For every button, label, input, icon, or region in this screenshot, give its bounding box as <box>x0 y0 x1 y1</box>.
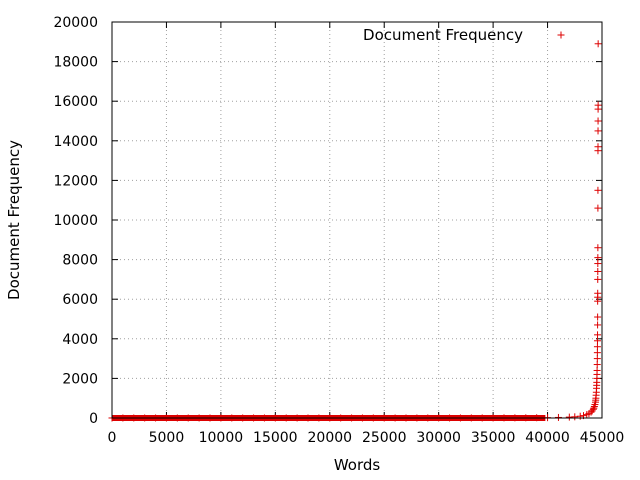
data-point <box>593 337 601 345</box>
data-point <box>593 355 601 363</box>
data-point <box>594 186 602 194</box>
x-tick-label: 10000 <box>199 430 244 446</box>
x-tick-label: 5000 <box>149 430 185 446</box>
y-tick-label: 16000 <box>53 94 98 110</box>
y-tick-labels: 0 2000 4000 6000 8000 10000 12000 14000 16000 180… <box>53 15 98 427</box>
data-point <box>593 349 601 357</box>
y-tick-label: 8000 <box>62 253 98 269</box>
data-point <box>594 275 602 283</box>
y-tick-label: 10000 <box>53 213 98 229</box>
x-tick-label: 35000 <box>471 430 516 446</box>
x-axis-title: Words <box>334 456 381 474</box>
data-point <box>594 143 602 151</box>
data-point <box>594 244 602 252</box>
data-point <box>594 289 602 297</box>
data-points <box>108 40 602 422</box>
x-tick-label: 30000 <box>416 430 461 446</box>
x-tick-label: 40000 <box>525 430 570 446</box>
legend-marker <box>557 31 565 39</box>
data-point <box>594 117 602 125</box>
data-point <box>593 343 601 351</box>
legend-marker-plus <box>557 31 565 39</box>
data-point <box>594 204 602 212</box>
data-point <box>593 361 601 369</box>
plot-frame <box>111 21 603 419</box>
y-tick-label: 20000 <box>53 15 98 31</box>
data-point <box>594 260 602 268</box>
legend: Document Frequency <box>363 26 565 44</box>
y-tick-label: 14000 <box>53 134 98 150</box>
x-tick-label: 45000 <box>580 430 625 446</box>
y-tick-label: 0 <box>89 411 98 427</box>
y-tick-label: 6000 <box>62 292 98 308</box>
x-tick-label: 25000 <box>362 430 407 446</box>
data-point <box>594 331 602 339</box>
grid <box>112 22 602 418</box>
data-point <box>594 127 602 135</box>
data-point <box>594 101 602 109</box>
y-tick-label: 2000 <box>62 371 98 387</box>
x-tick-label: 0 <box>108 430 117 446</box>
data-point <box>593 366 601 374</box>
y-axis-title: Document Frequency <box>5 140 23 300</box>
data-point <box>594 254 602 262</box>
x-tick-label: 15000 <box>253 430 298 446</box>
x-tick-labels: 0 5000 10000 15000 20000 25000 30000 35000 40000… <box>108 430 625 446</box>
x-tick-label: 20000 <box>308 430 353 446</box>
y-tick-label: 18000 <box>53 55 98 71</box>
legend-label: Document Frequency <box>363 26 523 44</box>
data-point <box>594 321 602 329</box>
data-point <box>590 404 598 412</box>
y-tick-label: 12000 <box>53 173 98 189</box>
data-point <box>554 413 562 421</box>
y-tick-label: 4000 <box>62 332 98 348</box>
data-point <box>594 267 602 275</box>
data-point <box>594 40 602 48</box>
data-point <box>571 413 579 421</box>
data-point <box>576 412 584 420</box>
data-point <box>594 313 602 321</box>
